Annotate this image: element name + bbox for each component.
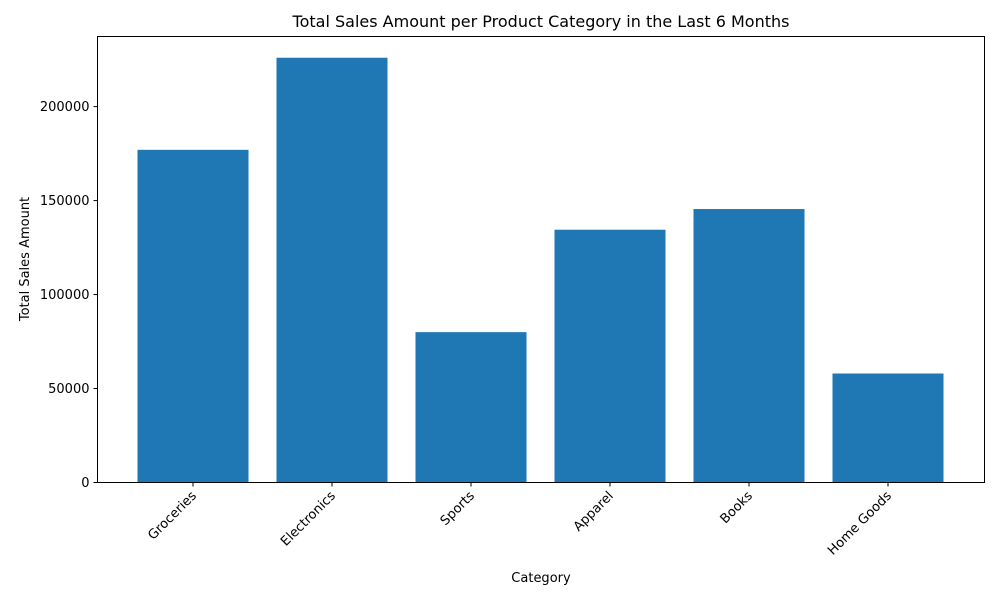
bars-group <box>137 57 944 483</box>
y-axis-label: Total Sales Amount <box>18 197 33 322</box>
plot-frame <box>97 36 985 483</box>
y-axis-ticks: 0 50000 100000 150000 200000 <box>40 100 98 491</box>
y-tick-label: 0 <box>81 476 89 491</box>
y-tick-label: 50000 <box>48 382 89 397</box>
y-tick-label: 100000 <box>40 288 90 303</box>
bar-home-goods <box>832 373 944 483</box>
chart-title: Total Sales Amount per Product Category … <box>292 12 790 31</box>
y-tick-label: 150000 <box>40 194 90 209</box>
bar-apparel <box>554 229 666 483</box>
bar-electronics <box>276 57 388 483</box>
bar-books <box>693 209 805 483</box>
bar-groceries <box>137 149 249 483</box>
x-axis-label: Category <box>511 571 571 586</box>
y-tick-label: 200000 <box>40 100 90 115</box>
bar-sports <box>415 332 527 483</box>
